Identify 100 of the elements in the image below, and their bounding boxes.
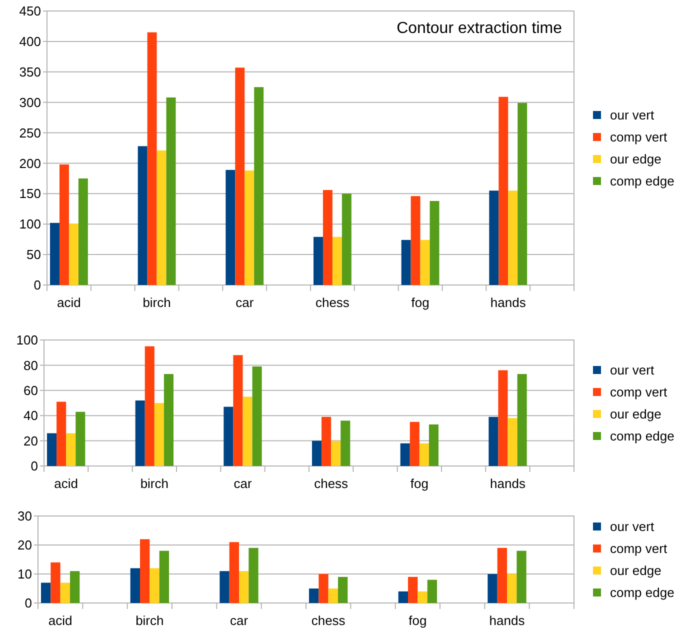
bar <box>60 582 70 603</box>
bar <box>338 576 348 603</box>
bar <box>138 146 148 285</box>
bar <box>331 440 341 466</box>
legend-label: our vert <box>610 108 654 123</box>
x-tick-label: hands <box>489 613 526 628</box>
bar <box>239 571 249 603</box>
bar <box>322 416 332 466</box>
bar <box>147 32 157 285</box>
bar <box>41 582 51 603</box>
bar <box>420 240 430 285</box>
bar <box>164 374 174 466</box>
bar <box>507 574 517 603</box>
y-tick-label: 10 <box>18 566 32 582</box>
x-tick-label: chess <box>311 613 346 628</box>
bar <box>342 194 352 285</box>
bar <box>328 588 338 603</box>
bar <box>68 224 78 285</box>
y-tick-label: 60 <box>24 382 38 398</box>
bar <box>140 539 150 603</box>
bar <box>242 396 252 466</box>
bar <box>233 355 243 466</box>
bar <box>516 550 526 603</box>
x-tick-label: birch <box>136 613 164 628</box>
bar <box>244 170 254 285</box>
y-tick-label: 450 <box>19 4 41 19</box>
legend-label: comp vert <box>610 130 668 145</box>
y-tick-label: 250 <box>19 125 41 140</box>
bar <box>508 190 518 285</box>
bar <box>59 164 69 285</box>
bar <box>428 424 438 466</box>
y-tick-label: 300 <box>19 94 41 110</box>
y-tick-label: 20 <box>24 433 38 448</box>
bar <box>150 568 160 603</box>
bar <box>156 150 166 285</box>
bar <box>78 178 88 285</box>
bar <box>401 240 411 285</box>
bar <box>220 571 230 603</box>
bar <box>518 102 528 285</box>
bar <box>340 420 350 466</box>
y-tick-label: 20 <box>18 538 32 553</box>
bar <box>410 422 420 466</box>
legend-label: our edge <box>610 563 662 578</box>
y-tick-label: 0 <box>34 278 41 293</box>
x-tick-label: fog <box>410 476 428 491</box>
x-tick-label: hands <box>490 295 526 310</box>
bar <box>498 96 508 285</box>
y-tick-label: 80 <box>24 358 38 373</box>
x-tick-label: acid <box>54 476 78 491</box>
bar <box>50 562 60 603</box>
bar <box>322 190 332 285</box>
bar <box>312 440 322 466</box>
bar <box>309 588 319 603</box>
y-tick-label: 0 <box>24 596 32 611</box>
y-tick-label: 200 <box>19 156 41 171</box>
bar <box>400 443 410 466</box>
bar <box>427 580 437 603</box>
legend-label: comp edge <box>610 585 674 600</box>
x-tick-label: acid <box>57 295 81 310</box>
y-tick-label: 350 <box>19 64 41 80</box>
x-tick-label: birch <box>142 295 171 310</box>
x-tick-label: acid <box>48 613 72 628</box>
y-tick-label: 0 <box>30 458 38 474</box>
bar <box>159 550 169 603</box>
legend-label: comp edge <box>610 174 674 189</box>
bar <box>430 200 440 285</box>
y-tick-label: 30 <box>18 508 32 524</box>
x-tick-label: hands <box>490 476 526 491</box>
x-tick-label: car <box>236 295 254 310</box>
text: Contour extraction time <box>396 20 562 37</box>
legend-label: our vert <box>610 362 654 378</box>
bar <box>254 87 264 285</box>
y-tick-label: 400 <box>19 34 41 49</box>
bar <box>229 542 239 603</box>
bar <box>488 416 498 466</box>
bar <box>418 591 428 603</box>
x-tick-label: fog <box>408 613 427 628</box>
bar <box>318 574 328 603</box>
legend-label: comp vert <box>610 541 668 556</box>
bar <box>130 568 140 603</box>
x-tick-label: chess <box>315 295 350 310</box>
x-tick-label: fog <box>411 295 430 310</box>
x-tick-label: car <box>230 613 249 628</box>
bar <box>508 418 518 466</box>
bar <box>154 403 164 466</box>
bar <box>517 374 527 466</box>
bar <box>50 222 60 285</box>
legend-label: our edge <box>610 406 662 422</box>
bar <box>66 433 76 466</box>
bar <box>166 97 176 285</box>
y-tick-label: 100 <box>16 332 38 348</box>
legend-label: comp edge <box>610 428 674 444</box>
bar <box>224 406 234 466</box>
bar <box>332 236 342 285</box>
bar <box>498 370 508 466</box>
bar <box>410 196 420 285</box>
bar <box>226 170 236 285</box>
bar <box>135 400 145 466</box>
bar <box>76 412 86 466</box>
bar <box>144 346 154 466</box>
